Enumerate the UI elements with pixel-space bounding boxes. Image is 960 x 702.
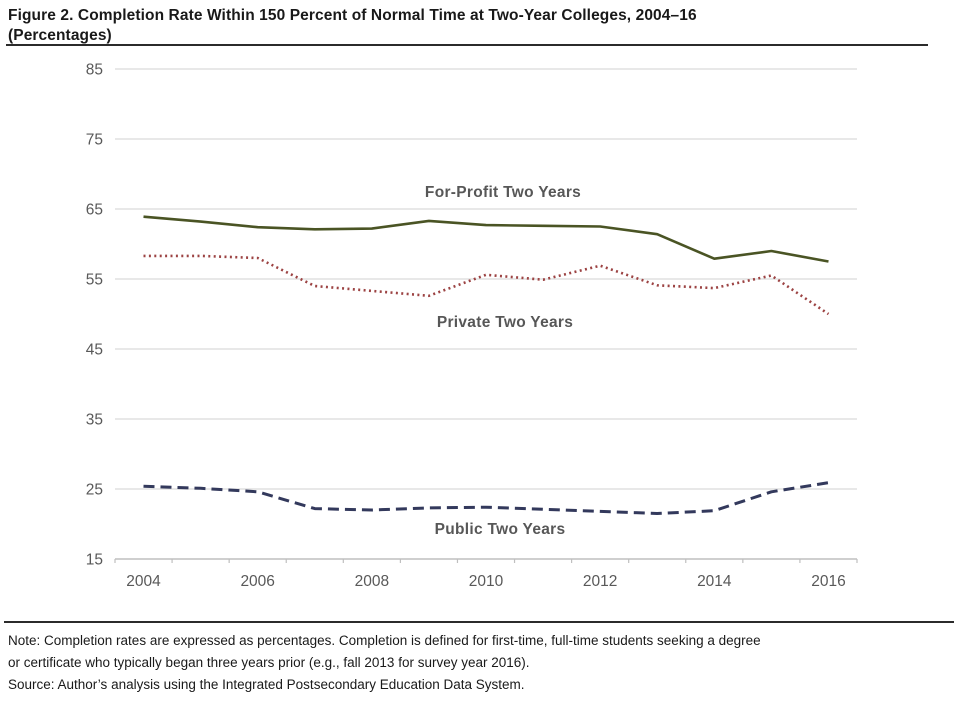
x-tick-label-2012: 2012: [583, 573, 617, 590]
series-line-public-two-years: [143, 481, 829, 515]
x-tick-label-2010: 2010: [469, 573, 504, 590]
x-tick-label-2008: 2008: [355, 573, 389, 590]
y-tick-label-85: 85: [86, 62, 103, 79]
series-label-public-two-years: Public Two Years: [435, 521, 566, 538]
figure-title-line1: Figure 2. Completion Rate Within 150 Per…: [8, 7, 697, 24]
completion-rate-line-chart: 15 25 35 45 55 65 75 85 2004 2006 2008 2010 2012 2014…: [86, 62, 858, 590]
y-tick-label-25: 25: [86, 482, 103, 499]
series-line-private-two-years: [143, 254, 830, 316]
x-tick-label-2006: 2006: [240, 573, 274, 590]
y-tick-label-55: 55: [86, 272, 103, 289]
y-tick-label-15: 15: [86, 552, 103, 569]
footer-divider-line: [4, 621, 954, 623]
y-tick-label-65: 65: [86, 202, 103, 219]
figure-title: Figure 2. Completion Rate Within 150 Per…: [8, 6, 948, 46]
y-tick-label-45: 45: [86, 342, 103, 359]
y-tick-label-35: 35: [86, 412, 103, 429]
x-tick-label-2014: 2014: [697, 573, 732, 590]
series-label-private-two-years: Private Two Years: [437, 314, 573, 331]
series-label-for-profit-two-years: For-Profit Two Years: [425, 184, 581, 201]
source-line: Source: Author’s analysis using the Inte…: [8, 677, 525, 692]
series-line-for-profit-two-years: [143, 215, 829, 263]
figure-title-line2: (Percentages): [8, 27, 112, 44]
figure-footnote: Note: Completion rates are expressed as …: [8, 630, 952, 696]
x-tick-label-2004: 2004: [126, 573, 161, 590]
x-tick-label-2016: 2016: [811, 573, 845, 590]
y-tick-label-75: 75: [86, 132, 103, 149]
note-line-2: or certificate who typically began three…: [8, 655, 530, 670]
title-divider-line: [6, 44, 928, 46]
note-line-1: Note: Completion rates are expressed as …: [8, 633, 761, 648]
